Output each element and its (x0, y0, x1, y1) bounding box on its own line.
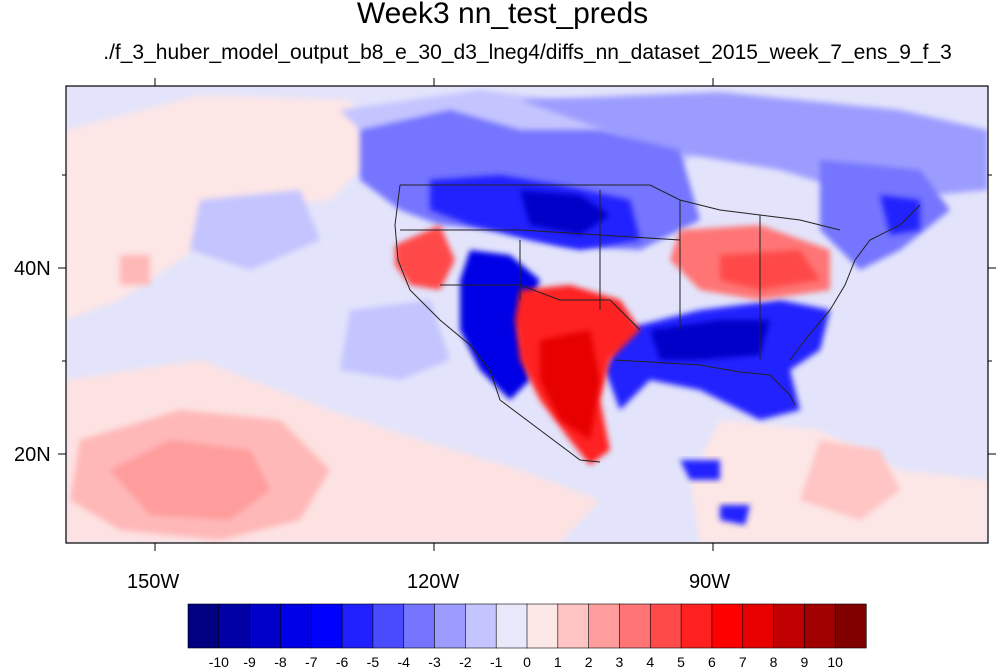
colorbar-tick-label: -7 (305, 654, 318, 670)
colorbar-swatch (187, 603, 220, 649)
colorbar-tick-label: -10 (208, 654, 229, 670)
lon-label-120w: 120W (407, 571, 460, 593)
colorbar-swatch (434, 603, 466, 649)
colorbar-tick-label: -1 (489, 654, 503, 670)
colorbar-tick-label: 10 (827, 654, 843, 670)
colorbar-swatch (372, 603, 405, 649)
colorbar-tick-label: -5 (366, 654, 380, 670)
colorbar-swatch (804, 603, 836, 649)
colorbar-swatch (310, 603, 343, 649)
colorbar-swatch (619, 603, 651, 649)
colorbar-tick-label: 7 (738, 654, 747, 670)
colorbar-swatch (218, 603, 251, 649)
colorbar-tick-label: -4 (397, 654, 410, 670)
colorbar-tick-label: 1 (553, 654, 562, 670)
map-subtitle: ./f_3_huber_model_output_b8_e_30_d3_lneg… (103, 41, 952, 64)
colorbar-swatch (403, 603, 436, 649)
colorbar-tick-label: 9 (800, 654, 809, 670)
colorbar-tick-label: -9 (243, 654, 256, 670)
lat-label-40n: 40N (14, 258, 51, 280)
colorbar-swatch (742, 603, 775, 649)
lon-label-150w: 150W (127, 571, 180, 593)
colorbar-tick-label: -3 (428, 654, 441, 670)
colorbar-swatch (465, 603, 497, 649)
field-red-california (395, 225, 455, 290)
map-field (66, 86, 988, 543)
colorbar-swatch (711, 603, 744, 649)
colorbar-tick-label: 8 (769, 654, 778, 670)
colorbar-swatch (588, 603, 621, 649)
colorbar-tick-label: 0 (523, 654, 531, 670)
colorbar-swatch (649, 603, 682, 649)
colorbar-tick-label: 3 (615, 654, 624, 670)
colorbar-tick-label: -6 (335, 654, 349, 670)
colorbar-swatch (834, 603, 867, 649)
colorbar-tick-label: -8 (274, 654, 287, 670)
lat-label-20n: 20N (14, 444, 51, 466)
map-title: Week3 nn_test_preds (356, 0, 649, 30)
colorbar-tick-label: 5 (677, 654, 685, 670)
colorbar (187, 603, 867, 649)
colorbar-swatch (249, 603, 282, 649)
colorbar-swatch (773, 603, 805, 649)
colorbar-swatch (341, 603, 374, 649)
colorbar-swatch (557, 603, 590, 649)
colorbar-swatch (526, 603, 559, 649)
tick-marks (58, 78, 996, 551)
colorbar-tick-label: 2 (584, 654, 593, 670)
colorbar-swatch (280, 603, 312, 649)
lon-label-90w: 90W (689, 571, 731, 593)
colorbar-tick-label: 4 (646, 654, 655, 670)
plot-frame (65, 85, 989, 544)
colorbar-tick-label: 6 (708, 654, 716, 670)
coastlines (394, 184, 921, 463)
colorbar-swatch (495, 603, 528, 649)
colorbar-tick-label: -2 (459, 654, 472, 670)
colorbar-swatch (680, 603, 713, 649)
